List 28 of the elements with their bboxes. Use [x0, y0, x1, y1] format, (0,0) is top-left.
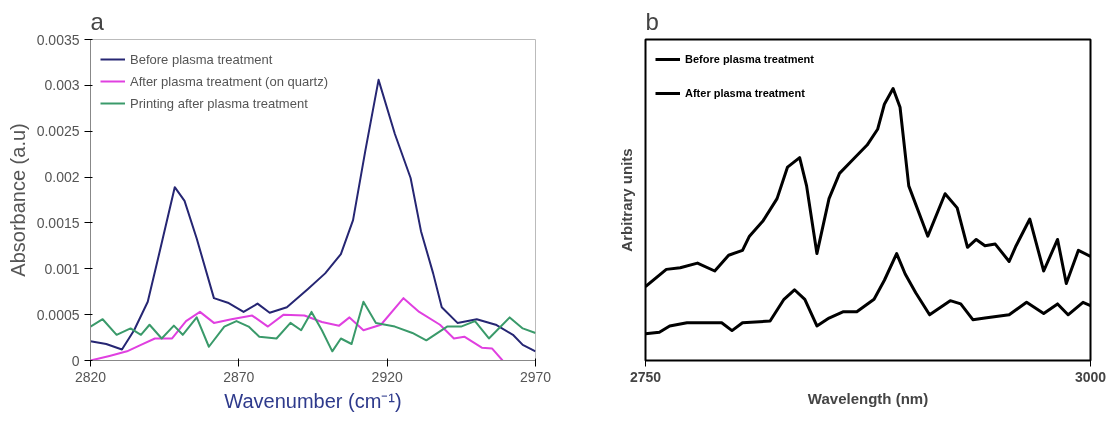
y-tick-label: 0 — [71, 352, 80, 369]
legend-label: Printing after plasma treatment — [130, 95, 308, 111]
y-tick-label: 0.0035 — [36, 31, 80, 48]
y-tick-label: 0.0005 — [36, 306, 80, 323]
y-tick-label: 0.0015 — [36, 214, 80, 231]
line-series — [90, 300, 536, 353]
legend-label: After plasma treatment (on quartz) — [130, 73, 328, 89]
x-tick-label: 2820 — [74, 368, 107, 385]
line-series — [90, 297, 504, 361]
y-tick-label: 0.003 — [44, 77, 80, 94]
line-series — [90, 78, 536, 353]
x-tick-label: 3000 — [1074, 368, 1107, 385]
x-tick-label: 2970 — [519, 368, 552, 385]
y-tick-label: 0.002 — [44, 169, 80, 186]
y-tick-label: 0.001 — [44, 260, 80, 277]
y-tick-label: 0.0025 — [36, 123, 80, 140]
y-axis-title: Arbitrary units — [617, 148, 635, 252]
x-tick-label: 2750 — [629, 368, 662, 385]
y-axis-title: Absorbance (a.u) — [6, 123, 29, 277]
chart-title: a — [90, 7, 105, 35]
x-axis-title: Wavenumber (cm⁻¹) — [224, 389, 402, 412]
x-tick-label: 2920 — [371, 368, 403, 385]
legend-label: After plasma treatment — [685, 87, 805, 99]
x-axis-title: Wavelength (nm) — [807, 389, 929, 407]
legend-label: Before plasma treatment — [130, 51, 273, 67]
chart-title: b — [645, 7, 659, 35]
legend-label: Before plasma treatment — [685, 53, 814, 65]
x-tick-label: 2870 — [223, 368, 255, 385]
